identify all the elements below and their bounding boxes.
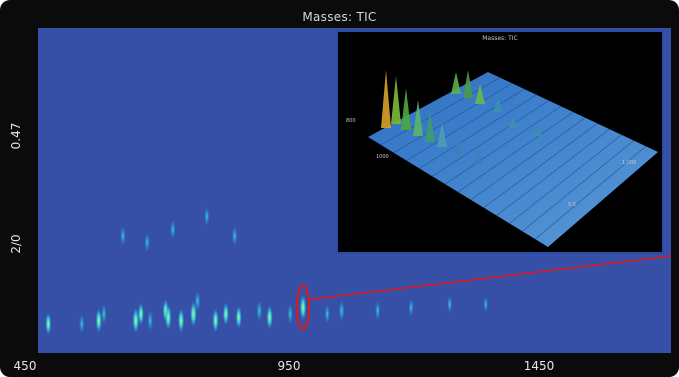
heatmap-peak-2 bbox=[95, 308, 102, 333]
surface-svg bbox=[368, 70, 658, 247]
heatmap-peak-21 bbox=[266, 304, 273, 330]
heatmap-peak-22 bbox=[287, 303, 294, 325]
heatmap-peak-11 bbox=[170, 219, 176, 240]
surface-peak-3 bbox=[413, 100, 423, 136]
surface-peak-9 bbox=[493, 98, 503, 112]
heatmap-peak-4 bbox=[120, 226, 126, 246]
inset-title: Masses: TIC bbox=[482, 35, 518, 42]
x-tick-label: 1450 bbox=[523, 359, 555, 373]
surface-plane bbox=[368, 72, 658, 247]
heatmap-peak-7 bbox=[144, 232, 150, 253]
heatmap-peak-27 bbox=[408, 298, 414, 317]
inset-tick-label: 0.5 bbox=[568, 202, 576, 208]
x-tick-label: 950 bbox=[277, 359, 301, 373]
heatmap-svg bbox=[45, 206, 671, 336]
surface-grid-line bbox=[406, 88, 525, 161]
heatmap-peak-1 bbox=[78, 313, 85, 334]
surface-peak-11 bbox=[473, 150, 483, 164]
x-tick-label: 450 bbox=[13, 359, 37, 373]
surface-peak-4 bbox=[425, 112, 435, 142]
heatmap-peak-3 bbox=[100, 303, 107, 325]
y-tick-label: 0.47 bbox=[9, 122, 23, 150]
heatmap-peak-28 bbox=[447, 295, 453, 314]
heatmap-peak-17 bbox=[222, 302, 229, 326]
surface-peak-8 bbox=[475, 84, 485, 104]
highlight-circle bbox=[296, 284, 311, 331]
heatmap-peak-5 bbox=[132, 307, 140, 334]
surface-grid-line bbox=[470, 117, 586, 201]
heatmap-peak-18 bbox=[231, 226, 238, 246]
surface-grid-line bbox=[522, 140, 634, 232]
heatmap-peak-29 bbox=[483, 295, 489, 313]
heatmap-peak-12 bbox=[177, 308, 185, 333]
surface-peak-7 bbox=[463, 70, 473, 98]
highlight-callout-line bbox=[308, 255, 671, 301]
heatmap-peak-13 bbox=[190, 300, 197, 328]
y-tick-label: 2/0 bbox=[9, 234, 23, 254]
surface-peak-12 bbox=[508, 118, 518, 128]
heatmap-peak-19 bbox=[235, 305, 242, 329]
inset-tick-label: 1000 bbox=[376, 154, 389, 160]
surface-grid-line bbox=[483, 123, 598, 209]
surface-peak-5 bbox=[437, 123, 447, 147]
heatmap-peak-0 bbox=[45, 312, 52, 336]
surface-peak-13 bbox=[533, 128, 543, 136]
surface-peak-2 bbox=[401, 88, 411, 130]
heatmap-peak-6 bbox=[137, 302, 144, 326]
surface-grid-line bbox=[419, 94, 537, 169]
surface-grid-line bbox=[509, 134, 622, 224]
heatmap-peak-16 bbox=[212, 308, 219, 333]
inset-tick-label: 1,000 bbox=[622, 160, 637, 166]
surface-grid-line bbox=[444, 105, 562, 185]
surface-grid-line bbox=[457, 111, 574, 193]
surface-peak-0 bbox=[381, 70, 391, 128]
surface-peak-10 bbox=[453, 136, 463, 154]
inset-tick-label: 800 bbox=[346, 118, 356, 124]
heatmap-peak-15 bbox=[204, 206, 210, 227]
surface-grid-line bbox=[496, 128, 610, 216]
chart-title: Masses: TIC bbox=[302, 10, 377, 24]
heatmap-peak-23 bbox=[299, 294, 307, 321]
heatmap-peak-25 bbox=[338, 299, 345, 322]
surface-grid-line bbox=[393, 83, 513, 154]
heatmap-peak-14 bbox=[194, 290, 201, 312]
heatmap-peak-24 bbox=[324, 304, 330, 324]
surface-peak-1 bbox=[391, 76, 401, 124]
heatmap-peak-8 bbox=[147, 309, 154, 332]
surface-grid-line bbox=[534, 145, 647, 240]
heatmap-peak-26 bbox=[374, 300, 381, 321]
surface-grid-line bbox=[432, 100, 549, 177]
heatmap-peak-10 bbox=[164, 304, 172, 331]
inset-3d-surface-plot: Masses: TIC 800 1000 1,000 0.5 bbox=[336, 30, 664, 254]
surface-peak-6 bbox=[451, 72, 461, 94]
heatmap-peak-20 bbox=[256, 299, 263, 322]
